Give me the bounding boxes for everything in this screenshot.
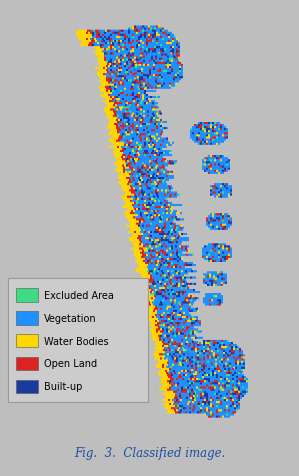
Bar	[8, 278, 148, 403]
Text: Fig.  3.  Classified image.: Fig. 3. Classified image.	[74, 446, 225, 459]
Bar	[16, 311, 38, 325]
Text: Vegetation: Vegetation	[44, 313, 97, 323]
Text: Water Bodies: Water Bodies	[44, 336, 109, 346]
Bar	[16, 334, 38, 347]
Text: Built-up: Built-up	[44, 381, 83, 391]
Text: Open Land: Open Land	[44, 359, 97, 369]
Text: Excluded Area: Excluded Area	[44, 290, 114, 300]
Bar	[16, 357, 38, 370]
Bar	[16, 288, 38, 302]
Bar	[16, 380, 38, 393]
